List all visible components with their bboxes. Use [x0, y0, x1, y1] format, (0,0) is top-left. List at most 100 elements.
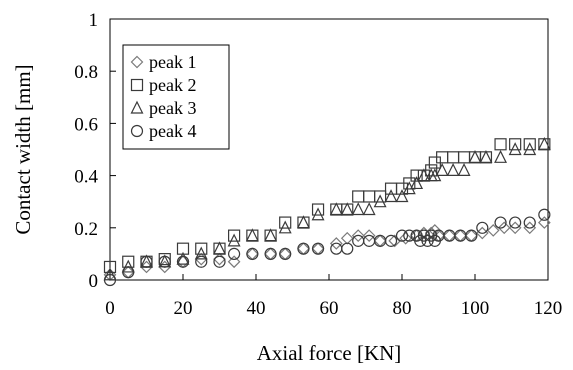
data-point [468, 149, 482, 163]
data-point [245, 228, 259, 242]
data-point [195, 242, 208, 255]
data-point [417, 168, 431, 182]
legend-marker [130, 100, 144, 114]
data-point [140, 255, 153, 268]
y-tick-label: 1 [89, 10, 99, 31]
legend-box [122, 44, 230, 150]
data-point [297, 242, 310, 255]
data-point [341, 203, 354, 216]
data-point [374, 190, 387, 203]
data-point [443, 229, 456, 242]
x-tick-label: 20 [174, 298, 193, 319]
data-markers [103, 136, 551, 287]
data-point [523, 216, 536, 229]
legend: peak 1 peak 2 peak 3 peak 4 [122, 44, 230, 150]
data-point [341, 242, 354, 255]
data-point [538, 216, 551, 229]
data-point [228, 229, 241, 242]
legend-marker [130, 124, 144, 138]
data-point [497, 221, 511, 235]
data-point [329, 202, 343, 216]
y-tick-label: 0.2 [74, 219, 98, 240]
data-point [537, 136, 551, 150]
axis-tick-labels: 0 20 40 60 80 100 120 0 0.2 0.4 0.6 0.8 1 [74, 10, 562, 319]
data-point [158, 255, 171, 268]
y-tick-label: 0.4 [74, 167, 98, 188]
data-point [264, 228, 278, 242]
legend-item: peak 2 [130, 75, 196, 95]
data-point [352, 190, 365, 203]
x-tick-label: 60 [320, 298, 339, 319]
data-point [538, 208, 551, 221]
y-tick-label: 0.6 [74, 114, 98, 135]
data-point [465, 229, 478, 242]
data-point [523, 138, 536, 151]
data-point [384, 234, 398, 247]
data-point [509, 138, 522, 151]
x-tick-label: 100 [461, 298, 490, 319]
x-tick-label: 40 [247, 298, 266, 319]
data-point [213, 242, 226, 255]
series-peak-2 [103, 138, 551, 274]
data-point [227, 233, 241, 247]
data-point [447, 151, 460, 164]
legend-label: peak 2 [149, 75, 196, 95]
data-point [103, 260, 117, 274]
series-peak-1 [103, 216, 551, 282]
legend-marker [130, 78, 144, 92]
data-point [508, 142, 522, 156]
data-point [374, 234, 387, 247]
series-peak-4 [103, 208, 551, 287]
data-point [311, 207, 325, 221]
data-point [264, 247, 277, 260]
y-tick-label: 0 [89, 271, 99, 292]
data-point [479, 149, 493, 163]
data-point [479, 151, 493, 164]
data-point [340, 231, 354, 245]
data-point [373, 194, 387, 208]
axis-ticks [109, 18, 549, 281]
data-point [403, 177, 416, 190]
data-point [410, 176, 424, 190]
data-point [246, 247, 259, 260]
series-peak-3 [103, 136, 551, 281]
data-point [395, 189, 409, 203]
data-point [279, 247, 292, 260]
data-point [457, 151, 471, 164]
legend-label: peak 3 [149, 98, 196, 118]
data-point [351, 229, 365, 242]
data-point [213, 255, 226, 268]
data-point [176, 251, 190, 265]
data-point [176, 255, 190, 268]
data-point [399, 231, 412, 245]
data-point [121, 259, 135, 273]
legend-item: peak 3 [130, 98, 196, 118]
data-point [494, 149, 508, 163]
data-point [103, 273, 117, 287]
legend-label: peak 4 [149, 121, 196, 141]
data-point [311, 242, 325, 255]
data-point [213, 252, 226, 266]
data-point [457, 163, 471, 176]
data-point [476, 221, 489, 234]
data-point [297, 216, 310, 229]
data-point [403, 229, 416, 242]
data-point [468, 151, 482, 164]
data-point [351, 202, 365, 216]
data-point [384, 189, 398, 203]
legend-item: peak 1 [130, 52, 196, 72]
data-point [523, 142, 537, 156]
data-point [395, 229, 409, 242]
data-point [194, 246, 208, 260]
data-point [311, 203, 325, 216]
data-point [486, 224, 500, 237]
data-point [296, 215, 310, 229]
data-point [454, 229, 467, 242]
data-point [278, 220, 292, 234]
data-point [329, 237, 343, 250]
data-point [410, 169, 423, 182]
legend-label: peak 1 [149, 52, 196, 72]
data-point [340, 202, 354, 216]
